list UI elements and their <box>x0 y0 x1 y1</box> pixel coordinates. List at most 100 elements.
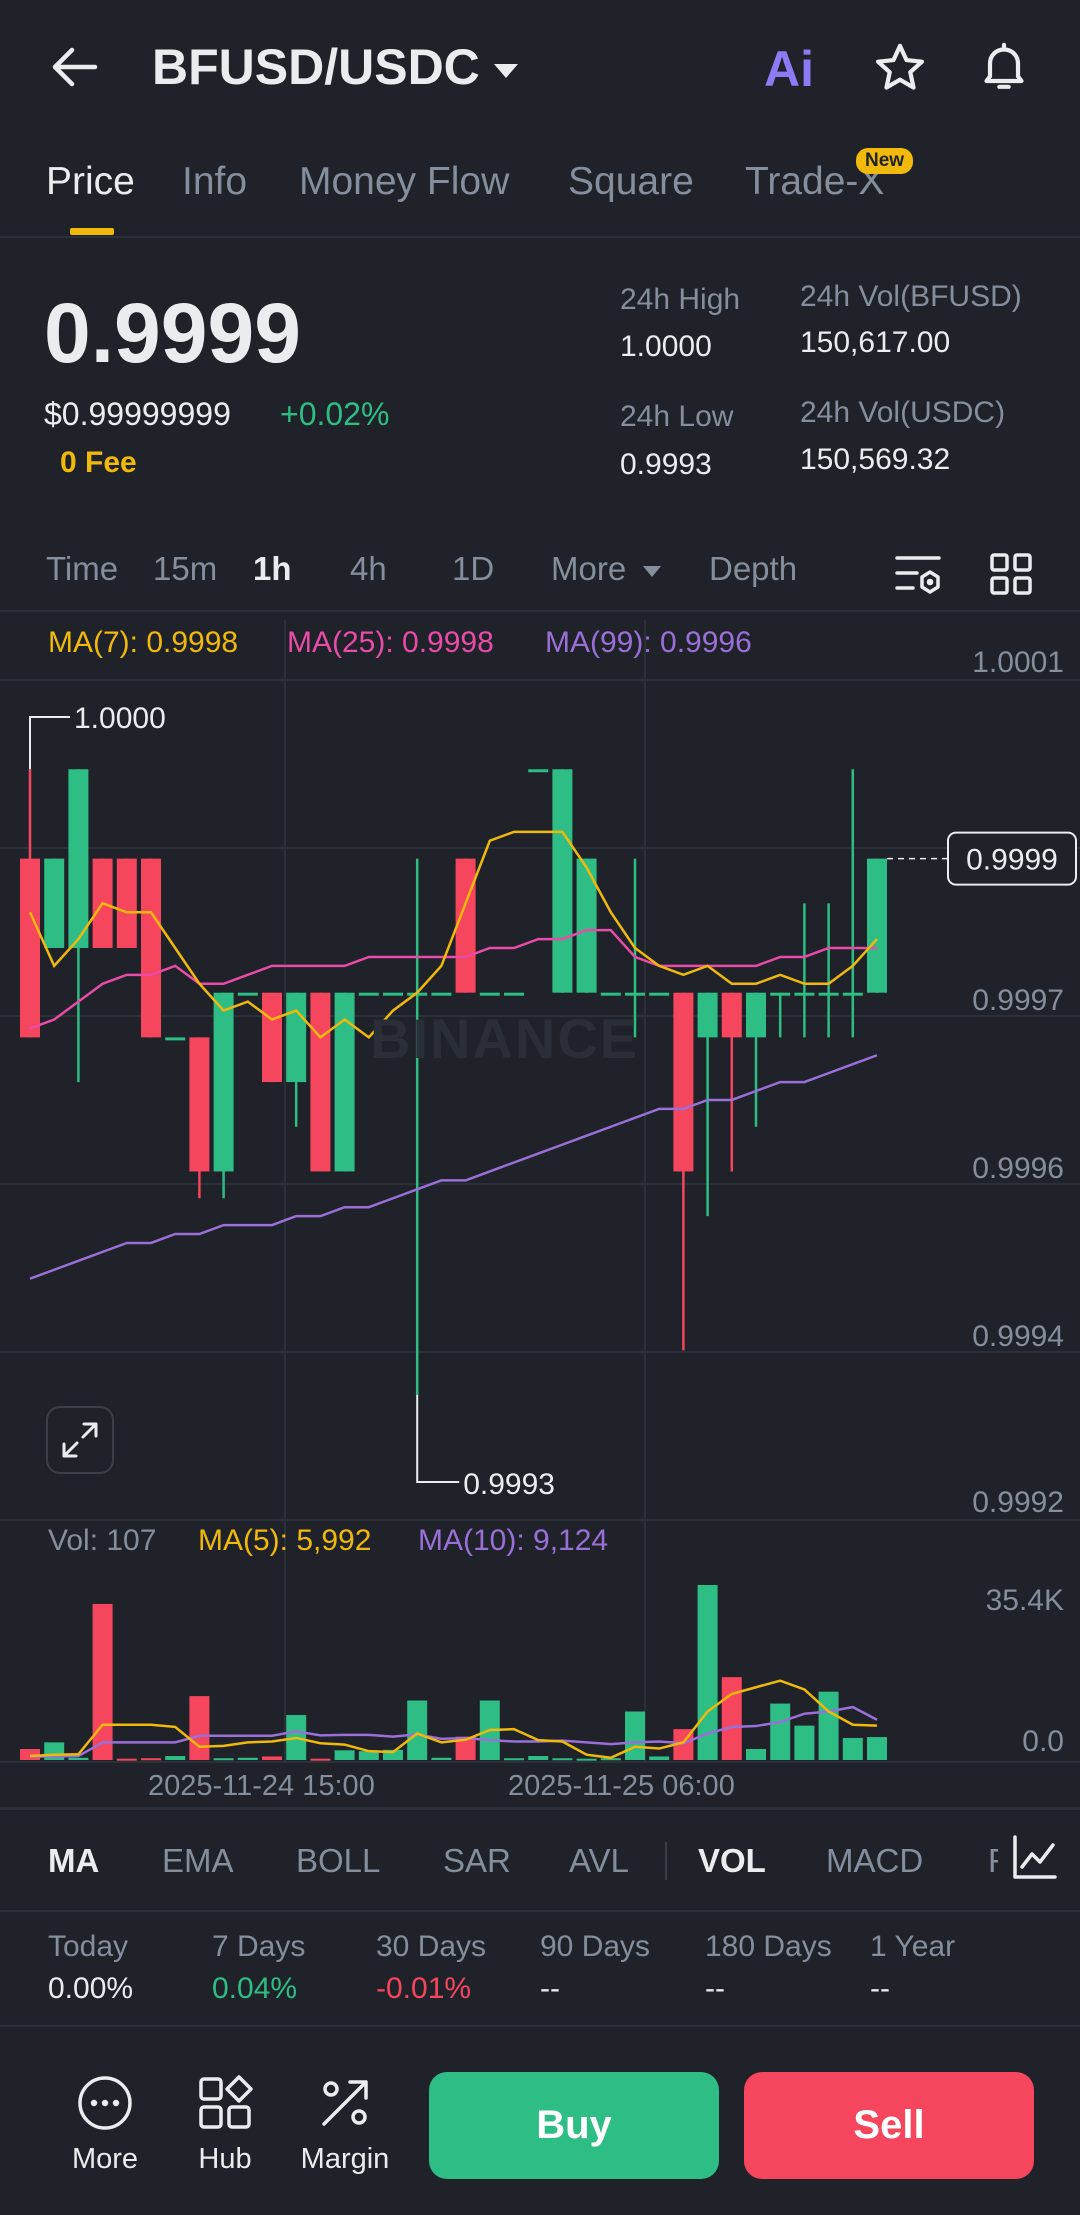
candle <box>697 992 718 1217</box>
bell-icon[interactable] <box>976 38 1032 96</box>
candle-body <box>625 992 645 996</box>
ma99-line <box>29 1054 878 1280</box>
candle <box>383 992 403 996</box>
candle-body <box>673 992 694 1172</box>
volume-bar <box>92 1603 113 1760</box>
tf-depth[interactable]: Depth <box>709 550 798 587</box>
ind-avl[interactable]: AVL <box>569 1842 629 1879</box>
caret-down-icon <box>643 565 662 577</box>
candle <box>116 858 137 948</box>
more-button[interactable]: More <box>50 2074 160 2176</box>
ind-boll[interactable]: BOLL <box>296 1842 381 1879</box>
tf-more[interactable]: More <box>551 550 662 588</box>
perf-180d-value: -- <box>705 1972 725 2005</box>
candle-body <box>818 992 839 996</box>
candle <box>358 992 379 996</box>
high-label: 24h High <box>620 283 741 316</box>
candle <box>552 769 573 993</box>
candle-body <box>576 858 597 993</box>
volume-bar <box>455 1736 476 1760</box>
hub-button[interactable]: Hub <box>170 2074 280 2176</box>
y-tick-label: 1.0001 <box>972 646 1064 679</box>
vol-ma10-line <box>30 1705 878 1758</box>
tf-4h[interactable]: 4h <box>350 550 387 587</box>
candle <box>44 858 65 948</box>
perf-1y-label: 1 Year <box>870 1930 956 1963</box>
candle <box>600 992 621 996</box>
low-marker-label: 0.9993 <box>463 1468 555 1501</box>
ind-ma[interactable]: MA <box>48 1842 100 1879</box>
back-arrow-icon[interactable] <box>50 46 98 88</box>
candle-body <box>867 858 887 993</box>
candle <box>649 992 670 996</box>
candle-body <box>44 858 65 948</box>
last-price-label: 0.9999 <box>966 844 1058 877</box>
tf-time[interactable]: Time <box>46 550 119 587</box>
tf-more-label: More <box>551 550 627 587</box>
usd-price: $0.99999999 <box>44 396 231 432</box>
ai-icon[interactable]: Ai <box>764 40 814 98</box>
margin-icon <box>322 2080 368 2126</box>
buy-button[interactable]: Buy <box>429 2072 719 2179</box>
perf-1y-value: -- <box>870 1972 890 2005</box>
fee-badge[interactable]: 0 Fee <box>60 446 137 479</box>
low-value: 0.9993 <box>620 448 712 481</box>
candle <box>794 903 815 1038</box>
bottom-action-bar <box>0 2025 1080 2215</box>
tf-1d[interactable]: 1D <box>452 550 495 587</box>
candle <box>334 992 355 1172</box>
candle <box>310 992 331 1172</box>
perf-90d-value: -- <box>540 1972 560 2005</box>
date-label-1: 2025-11-24 15:00 <box>148 1770 375 1802</box>
volume-bar <box>334 1750 355 1760</box>
ind-macd[interactable]: MACD <box>826 1842 924 1879</box>
vol-ma5-line <box>29 1679 878 1760</box>
ind-vol[interactable]: VOL <box>698 1842 766 1879</box>
pair-title[interactable]: BFUSD/USDC <box>152 38 518 96</box>
volume-bar <box>20 1748 40 1760</box>
candle <box>818 903 839 1038</box>
candle-body <box>262 992 282 1083</box>
tf-15m[interactable]: 15m <box>153 550 218 587</box>
volume-bar <box>649 1756 670 1760</box>
volume-bar <box>625 1711 645 1760</box>
candle-body <box>600 992 621 996</box>
header: BFUSD/USDC Ai <box>0 0 1080 135</box>
candle <box>262 992 282 1083</box>
star-icon[interactable] <box>872 40 928 96</box>
volume-bar <box>818 1691 839 1760</box>
tab-info[interactable]: Info <box>182 160 248 203</box>
volume-bar <box>358 1751 379 1760</box>
volume-bar <box>189 1696 210 1760</box>
volume-bar <box>721 1677 742 1760</box>
indicator-chart-icon <box>1013 1835 1057 1879</box>
tab-price[interactable]: Price <box>46 160 135 203</box>
candle-body <box>504 992 524 996</box>
candle <box>68 769 89 1083</box>
volume-bar <box>842 1737 863 1760</box>
tab-square[interactable]: Square <box>568 160 694 203</box>
ind-sar[interactable]: SAR <box>443 1842 511 1879</box>
candlestick-chart[interactable]: 1.0001 0.9997 0.9996 0.9994 0.9992 1.0000 0.99… <box>0 612 1080 1812</box>
margin-button[interactable]: Margin <box>290 2074 400 2176</box>
ma25-line <box>29 928 877 1030</box>
tf-1h[interactable]: 1h <box>253 550 292 587</box>
fullscreen-button[interactable] <box>46 1406 114 1474</box>
layout-grid-icon[interactable] <box>990 553 1032 595</box>
low-label: 24h Low <box>620 400 734 433</box>
candle <box>528 769 549 773</box>
candle <box>504 992 524 996</box>
candle <box>842 769 863 1038</box>
candle-body <box>431 992 452 996</box>
candle-body <box>479 992 500 996</box>
ma25-label: MA(25): 0.9998 <box>287 626 494 659</box>
chart-settings-icon[interactable] <box>895 554 941 596</box>
indicator-settings[interactable] <box>998 1826 1080 1898</box>
vol-ma5-label: MA(5): 5,992 <box>198 1524 372 1557</box>
volume-bar <box>770 1703 791 1760</box>
sell-button[interactable]: Sell <box>744 2072 1034 2179</box>
ind-ema[interactable]: EMA <box>162 1842 234 1879</box>
candle <box>746 992 766 1127</box>
y-tick-label: 0.9996 <box>972 1152 1064 1185</box>
tab-money-flow[interactable]: Money Flow <box>299 160 510 203</box>
